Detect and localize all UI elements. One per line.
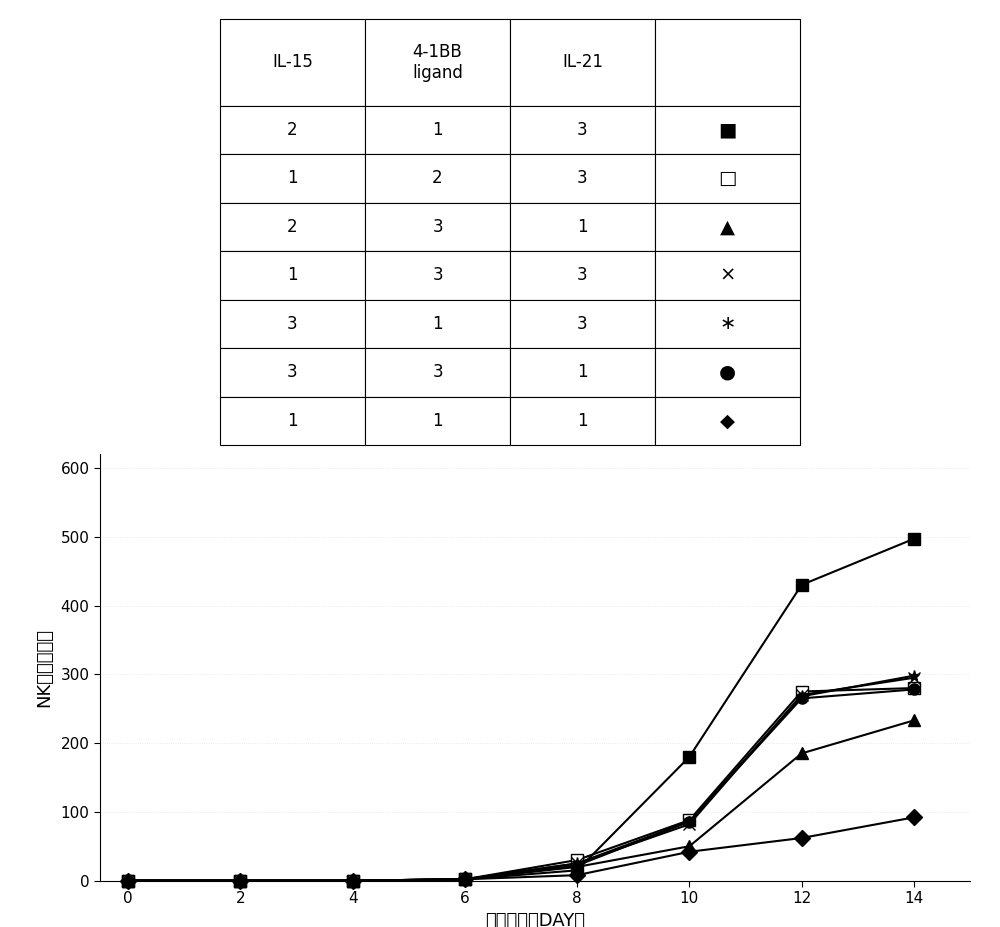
X-axis label: 培养时间（DAY）: 培养时间（DAY）	[485, 911, 585, 927]
Y-axis label: NK细胞倍增数: NK细胞倍增数	[36, 628, 54, 707]
